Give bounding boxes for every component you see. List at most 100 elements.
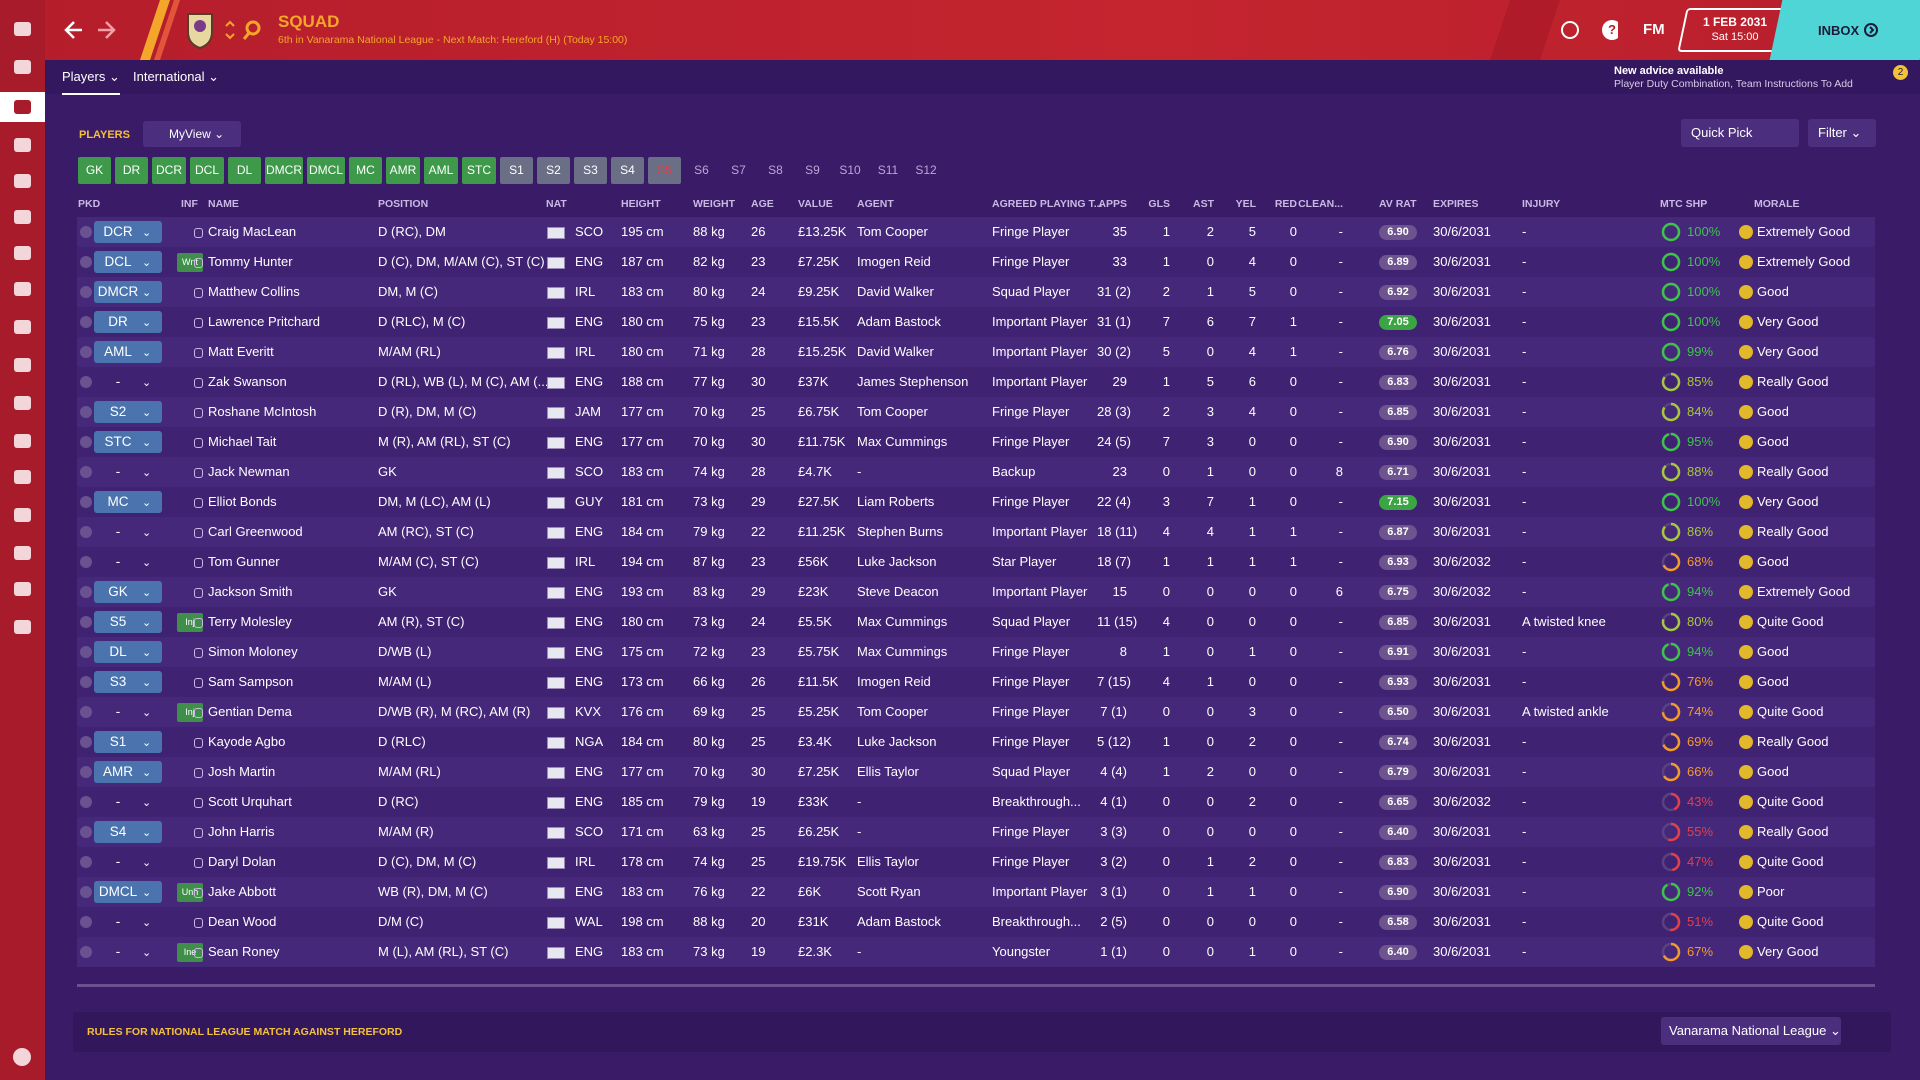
pick-checkbox[interactable] <box>80 616 92 628</box>
position-button[interactable]: S8 <box>768 163 783 177</box>
selection-dropdown[interactable]: AMR ⌄ <box>94 761 162 783</box>
position-button[interactable]: DMCR <box>265 157 303 184</box>
position-button[interactable]: STC <box>462 157 496 184</box>
pick-checkbox[interactable] <box>80 766 92 778</box>
pick-checkbox[interactable] <box>80 496 92 508</box>
sidebar-icon[interactable] <box>14 100 31 114</box>
selection-dropdown[interactable]: - ⌄ <box>94 521 162 543</box>
sidebar-icon[interactable] <box>14 22 31 36</box>
header-icons[interactable]: ? <box>1558 18 1618 42</box>
pick-checkbox[interactable] <box>80 256 92 268</box>
sidebar-icon[interactable] <box>14 620 31 634</box>
tab-international[interactable]: International ⌄ <box>133 69 220 84</box>
selection-dropdown[interactable]: - ⌄ <box>94 791 162 813</box>
table-row[interactable]: - ⌄ Ine Sean Roney M (L), AM (RL), ST (C) ENG… <box>77 937 1875 967</box>
selection-dropdown[interactable]: S2 ⌄ <box>94 401 162 423</box>
selection-dropdown[interactable]: MC ⌄ <box>94 491 162 513</box>
selection-dropdown[interactable]: - ⌄ <box>94 371 162 393</box>
position-button[interactable]: MC <box>349 157 382 184</box>
selection-dropdown[interactable]: - ⌄ <box>94 701 162 723</box>
table-row[interactable]: S5 ⌄ Inj Terry Molesley AM (R), ST (C) ENG 180… <box>77 607 1875 637</box>
tab-players[interactable]: Players ⌄ <box>62 69 120 95</box>
position-button[interactable]: DL <box>228 157 261 184</box>
column-header[interactable]: MORALE <box>1754 198 1800 210</box>
selection-dropdown[interactable]: DCL ⌄ <box>94 251 162 273</box>
column-header[interactable]: AGREED PLAYING T... <box>992 198 1103 210</box>
sidebar-icon[interactable] <box>14 320 31 334</box>
table-row[interactable]: S4 ⌄ John Harris M/AM (R) SCO 171 cm 63 kg 25 £6… <box>77 817 1875 847</box>
sidebar-icon[interactable] <box>14 282 31 296</box>
selection-dropdown[interactable]: - ⌄ <box>94 851 162 873</box>
selection-dropdown[interactable]: - ⌄ <box>94 461 162 483</box>
position-button[interactable]: DMCL <box>307 157 345 184</box>
position-button[interactable]: DCL <box>190 157 224 184</box>
sidebar-icon[interactable] <box>14 582 31 596</box>
sidebar-icon[interactable] <box>14 396 31 410</box>
quick-pick[interactable]: Quick Pick <box>1681 119 1799 147</box>
column-header[interactable]: YEL <box>1235 198 1256 210</box>
pick-checkbox[interactable] <box>80 316 92 328</box>
sidebar-icon[interactable] <box>14 358 31 372</box>
column-header[interactable]: VALUE <box>798 198 833 210</box>
pick-checkbox[interactable] <box>80 886 92 898</box>
pick-checkbox[interactable] <box>80 796 92 808</box>
position-button[interactable]: S5 <box>648 157 681 184</box>
column-header[interactable]: CLEAN... <box>1298 198 1343 210</box>
table-row[interactable]: AMR ⌄ Josh Martin M/AM (RL) ENG 177 cm 70 kg 30… <box>77 757 1875 787</box>
table-row[interactable]: STC ⌄ Michael Tait M (R), AM (RL), ST (C) EN… <box>77 427 1875 457</box>
position-button[interactable]: S10 <box>839 163 861 177</box>
selection-dropdown[interactable]: GK ⌄ <box>94 581 162 603</box>
view-dropdown[interactable]: MyView ⌄ <box>143 121 241 147</box>
column-header[interactable]: GLS <box>1148 198 1170 210</box>
search-icon[interactable] <box>222 16 272 46</box>
pick-checkbox[interactable] <box>80 556 92 568</box>
competition-dropdown[interactable]: Vanarama National League ⌄ <box>1661 1017 1841 1045</box>
pick-checkbox[interactable] <box>80 646 92 658</box>
column-header[interactable]: PKD <box>78 198 101 210</box>
selection-dropdown[interactable]: DMCL ⌄ <box>94 881 162 903</box>
column-header[interactable]: AGENT <box>857 198 894 210</box>
column-header[interactable]: POSITION <box>378 198 429 210</box>
pick-checkbox[interactable] <box>80 706 92 718</box>
column-header[interactable]: MTC SHP <box>1660 198 1708 210</box>
position-button[interactable]: S1 <box>500 157 533 184</box>
table-row[interactable]: S2 ⌄ Roshane McIntosh D (R), DM, M (C) JAM 17… <box>77 397 1875 427</box>
advice-title[interactable]: New advice available <box>1614 65 1724 77</box>
selection-dropdown[interactable]: - ⌄ <box>94 911 162 933</box>
nav-arrows[interactable] <box>60 18 120 42</box>
column-header[interactable]: INF <box>181 198 198 210</box>
selection-dropdown[interactable]: DCR ⌄ <box>94 221 162 243</box>
column-header[interactable]: EXPIRES <box>1433 198 1479 210</box>
position-button[interactable]: S2 <box>537 157 570 184</box>
pick-checkbox[interactable] <box>80 226 92 238</box>
table-row[interactable]: - ⌄ Zak Swanson D (RL), WB (L), M (C), AM (… <box>77 367 1875 397</box>
pick-checkbox[interactable] <box>80 736 92 748</box>
position-button[interactable]: S3 <box>574 157 607 184</box>
pick-checkbox[interactable] <box>80 346 92 358</box>
table-row[interactable]: DL ⌄ Simon Moloney D/WB (L) ENG 175 cm 72 kg 23… <box>77 637 1875 667</box>
table-row[interactable]: - ⌄ Tom Gunner M/AM (C), ST (C) IRL 194 cm 87 … <box>77 547 1875 577</box>
table-row[interactable]: - ⌄ Daryl Dolan D (C), DM, M (C) IRL 178 cm 74… <box>77 847 1875 877</box>
rules-link[interactable]: RULES FOR NATIONAL LEAGUE MATCH AGAINST … <box>87 1026 403 1038</box>
sidebar-icon[interactable] <box>14 434 31 448</box>
position-button[interactable]: S4 <box>611 157 644 184</box>
position-button[interactable]: S7 <box>731 163 746 177</box>
table-row[interactable]: - ⌄ Carl Greenwood AM (RC), ST (C) ENG 184 cm… <box>77 517 1875 547</box>
selection-dropdown[interactable]: S4 ⌄ <box>94 821 162 843</box>
selection-dropdown[interactable]: S3 ⌄ <box>94 671 162 693</box>
table-row[interactable]: - ⌄ Jack Newman GK SCO 183 cm 74 kg 28 £4.7K - Bac… <box>77 457 1875 487</box>
pick-checkbox[interactable] <box>80 406 92 418</box>
pick-checkbox[interactable] <box>80 466 92 478</box>
selection-dropdown[interactable]: - ⌄ <box>94 941 162 963</box>
table-row[interactable]: - ⌄ Inj Gentian Dema D/WB (R), M (RC), AM (R… <box>77 697 1875 727</box>
pick-checkbox[interactable] <box>80 376 92 388</box>
position-button[interactable]: S6 <box>694 163 709 177</box>
pick-checkbox[interactable] <box>80 826 92 838</box>
table-row[interactable]: AML ⌄ Matt Everitt M/AM (RL) IRL 180 cm 71 kg 2… <box>77 337 1875 367</box>
position-button[interactable]: S12 <box>915 163 937 177</box>
selection-dropdown[interactable]: AML ⌄ <box>94 341 162 363</box>
selection-dropdown[interactable]: DL ⌄ <box>94 641 162 663</box>
pick-checkbox[interactable] <box>80 286 92 298</box>
position-button[interactable]: DCR <box>152 157 186 184</box>
pick-checkbox[interactable] <box>80 526 92 538</box>
